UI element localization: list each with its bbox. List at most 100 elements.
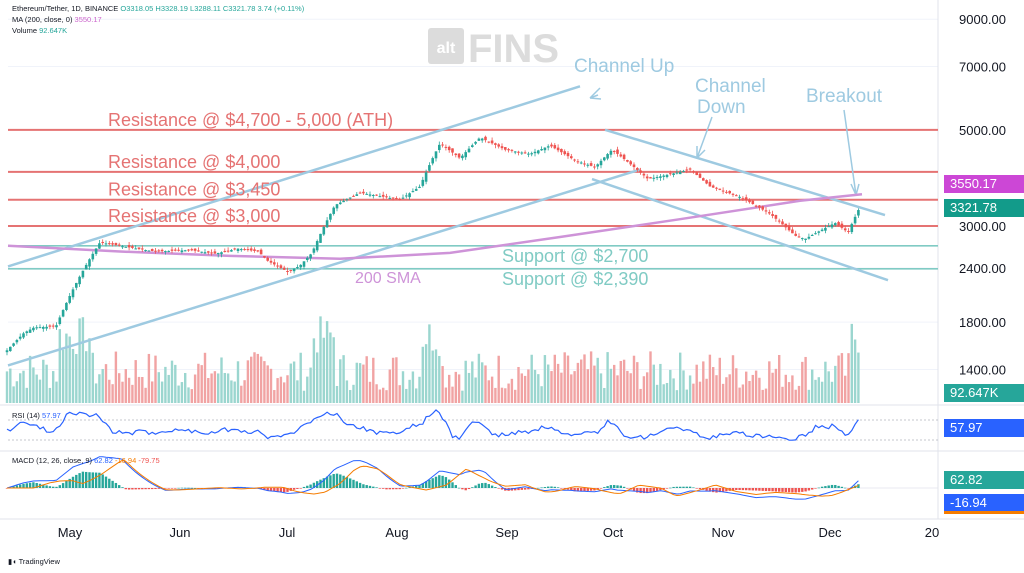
macd-histogram-bar xyxy=(570,488,573,491)
candle-body xyxy=(38,327,42,329)
volume-bar xyxy=(55,381,58,403)
candle-body xyxy=(586,164,590,166)
volume-bar xyxy=(250,356,253,403)
ma-value: 3550.17 xyxy=(74,15,102,24)
volume-bar xyxy=(642,376,646,403)
volume-bar xyxy=(253,352,256,403)
candle-body xyxy=(444,146,448,148)
macd-histogram-bar xyxy=(487,484,490,488)
volume-bar xyxy=(94,383,98,403)
candle-body xyxy=(589,163,593,166)
volume-bar xyxy=(708,354,712,403)
candle-body xyxy=(477,138,481,141)
volume-bar xyxy=(840,353,844,403)
volume-bar xyxy=(692,383,695,403)
candle-body xyxy=(781,221,784,225)
symbol-line: Ethereum/Tether, 1D, BINANCE xyxy=(12,4,119,13)
macd-histogram-bar xyxy=(537,487,540,489)
macd-histogram-bar xyxy=(639,488,642,494)
volume-bar xyxy=(283,382,286,403)
volume-bar xyxy=(484,365,487,403)
candle-body xyxy=(289,269,293,271)
macd-histogram-bar xyxy=(649,488,652,493)
candle-body xyxy=(312,248,316,253)
macd-histogram-bar xyxy=(830,484,834,488)
volume-bar xyxy=(761,389,764,403)
volume-bar xyxy=(91,352,94,403)
candle-body xyxy=(391,197,395,199)
macd-badge: 62.82 xyxy=(944,471,1024,489)
x-tick-label: Sep xyxy=(495,525,518,540)
volume-bar xyxy=(702,361,705,403)
candle-body xyxy=(834,223,837,226)
macd-histogram-bar xyxy=(98,472,101,488)
macd-histogram-bar xyxy=(646,488,649,494)
macd-histogram-bar xyxy=(438,475,441,488)
volume-value: 92.647K xyxy=(39,26,68,35)
macd-histogram-bar xyxy=(563,488,566,489)
macd-histogram-bar xyxy=(378,488,382,489)
volume-legend: Volume 92.647K xyxy=(12,26,67,35)
candle-body xyxy=(639,170,642,173)
candle-body xyxy=(530,153,533,155)
candle-body xyxy=(45,326,48,329)
macd-histogram-bar xyxy=(679,486,682,488)
macd-histogram-bar xyxy=(266,488,269,491)
annotation-sma: 200 SMA xyxy=(355,270,421,287)
candle-body xyxy=(388,197,392,199)
macd-histogram-bar xyxy=(820,486,824,488)
macd-histogram-bar xyxy=(695,488,698,489)
volume-bar xyxy=(547,364,550,403)
macd-histogram-bar xyxy=(576,488,580,492)
candle-body xyxy=(210,252,213,254)
candle-body xyxy=(457,153,461,158)
candle-body xyxy=(263,255,266,258)
trend-channels xyxy=(7,85,889,367)
macd-histogram-bar xyxy=(553,486,556,488)
volume-bar xyxy=(814,379,817,403)
candle-body xyxy=(467,148,471,153)
volume-bar xyxy=(415,388,418,403)
volume-bar xyxy=(764,388,768,403)
candle-body xyxy=(566,152,570,157)
macd-histogram-bar xyxy=(316,481,319,488)
candle-body xyxy=(659,176,662,178)
macd-histogram-bar xyxy=(619,485,622,488)
candle-body xyxy=(157,250,161,252)
macd-histogram-bar xyxy=(573,488,576,492)
volume-bar xyxy=(12,386,15,403)
candle-body xyxy=(853,216,857,224)
candle-body xyxy=(180,250,184,253)
candle-body xyxy=(537,150,540,154)
candle-body xyxy=(721,190,725,192)
macd-histogram-bar xyxy=(580,488,583,492)
volume-bar xyxy=(593,365,596,403)
macd-histogram-bar xyxy=(144,488,147,490)
volume-bar xyxy=(243,380,246,403)
volume-bar xyxy=(147,353,151,403)
channel-down-arrow xyxy=(696,116,713,159)
volume-bar xyxy=(490,376,494,403)
tradingview-brand: TradingView xyxy=(18,557,60,566)
candle-body xyxy=(698,173,702,178)
volume-bar xyxy=(75,353,78,403)
macd-histogram-bar xyxy=(187,487,190,489)
macd-histogram-bar xyxy=(593,488,596,491)
candle-body xyxy=(197,250,200,252)
macd-histogram-bar xyxy=(474,485,477,488)
macd-histogram-bar xyxy=(28,482,32,488)
y-tick-label: 5000.00 xyxy=(959,123,1006,138)
candle-body xyxy=(91,253,95,260)
candle-body xyxy=(246,249,250,251)
volume-bar xyxy=(467,372,471,403)
volume-bar xyxy=(236,361,240,403)
candle-body xyxy=(365,193,368,195)
volume-bar xyxy=(646,372,649,403)
support-resistance-levels xyxy=(8,128,938,270)
candle-body xyxy=(150,249,154,252)
candle-body xyxy=(771,214,774,217)
x-tick-label: Oct xyxy=(603,525,624,540)
candle-body xyxy=(302,261,306,267)
candle-body xyxy=(273,262,276,265)
